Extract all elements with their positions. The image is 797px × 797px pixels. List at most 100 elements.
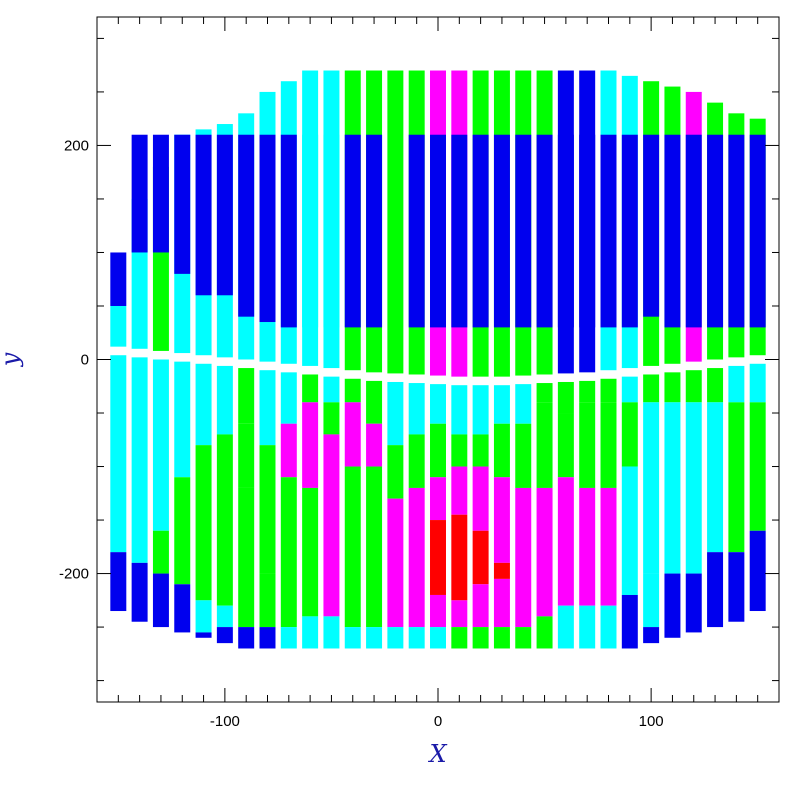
strip-segment-blue bbox=[238, 627, 255, 649]
strip-segment-red bbox=[493, 562, 510, 579]
strip-segment-cyan bbox=[302, 616, 319, 649]
strip-segment-green bbox=[238, 423, 255, 488]
strip-segment-magenta bbox=[430, 477, 446, 521]
strip-segment-cyan bbox=[472, 385, 489, 435]
strip-segment-blue bbox=[430, 134, 446, 328]
strip-segment-blue bbox=[664, 134, 681, 328]
strip-segment-cyan bbox=[174, 361, 191, 478]
strip-segment-magenta bbox=[280, 423, 297, 478]
strip-segment-blue bbox=[749, 530, 766, 612]
strip-segment-blue bbox=[259, 627, 276, 649]
strip-segment-cyan bbox=[387, 381, 404, 446]
strip-segment-magenta bbox=[344, 402, 361, 467]
strip-segment-magenta bbox=[536, 487, 553, 617]
strip-segment-green bbox=[536, 616, 553, 649]
strip-segment-green bbox=[493, 627, 510, 649]
strip-segment-cyan bbox=[366, 627, 383, 649]
strip-segment-cyan bbox=[579, 605, 596, 649]
strip-segment-green bbox=[323, 402, 340, 435]
strip-segment-magenta bbox=[472, 584, 489, 628]
strip-segment-cyan bbox=[621, 466, 638, 595]
strip-segment-magenta bbox=[408, 487, 425, 628]
strip-segment-cyan bbox=[323, 616, 340, 649]
strip-segment-blue bbox=[707, 134, 724, 328]
axis-tick-labels: -100 0 100 -200 0 200 bbox=[59, 137, 664, 730]
strip-segment-cyan bbox=[216, 365, 233, 435]
strip-segment-cyan bbox=[557, 605, 574, 649]
strip-segment-blue bbox=[728, 134, 745, 328]
strip-segment-blue bbox=[195, 134, 212, 296]
strip-segment-cyan bbox=[430, 627, 446, 649]
strip-segment-magenta bbox=[472, 466, 489, 531]
strip-segment-green bbox=[387, 70, 404, 374]
x-axis-label: X bbox=[427, 740, 447, 768]
strip-segment-magenta bbox=[579, 487, 596, 606]
strip-segment-blue bbox=[280, 134, 297, 328]
strip-segment-green bbox=[344, 378, 361, 403]
strip-segment-cyan bbox=[408, 383, 425, 435]
x-tick-label: 0 bbox=[434, 713, 442, 730]
strip-segment-blue bbox=[685, 573, 702, 633]
strip-segment-green bbox=[621, 402, 638, 467]
strip-segment-blue bbox=[408, 134, 425, 328]
strip-segment-cyan bbox=[302, 134, 319, 328]
strip-segment-green bbox=[600, 402, 617, 488]
y-tick-label: -200 bbox=[59, 566, 89, 583]
strip-segment-red bbox=[472, 530, 489, 585]
strip-segment-green bbox=[366, 380, 383, 424]
strip-segment-red bbox=[451, 514, 468, 601]
strip-segment-green bbox=[174, 477, 191, 585]
strip-segment-magenta bbox=[557, 477, 574, 606]
strip-segment-blue bbox=[515, 134, 532, 328]
strip-segment-cyan bbox=[430, 384, 446, 424]
strip-segment-green bbox=[366, 466, 383, 628]
strip-segment-blue bbox=[238, 134, 255, 317]
strip-segment-cyan bbox=[728, 365, 745, 403]
strip-segment-cyan bbox=[216, 605, 233, 628]
strip-segment-cyan bbox=[749, 363, 766, 403]
strip-segment-cyan bbox=[515, 384, 532, 424]
strip-segment-blue bbox=[621, 134, 638, 328]
strip-segment-cyan bbox=[110, 355, 127, 553]
strip-segment-cyan bbox=[280, 627, 297, 649]
strip-segment-blue bbox=[579, 134, 596, 328]
strip-segment-green bbox=[579, 402, 596, 488]
strip-segment-cyan bbox=[664, 402, 681, 574]
strip-segment-green bbox=[344, 466, 361, 628]
strip-segment-green bbox=[451, 434, 468, 467]
strip-segment-green bbox=[302, 374, 319, 403]
strip-segment-magenta bbox=[366, 423, 383, 467]
strip-segment-magenta bbox=[600, 487, 617, 606]
strip-segment-blue bbox=[493, 134, 510, 328]
x-tick-label: 100 bbox=[639, 713, 664, 730]
strip-segment-magenta bbox=[387, 498, 404, 628]
strip-segment-green bbox=[216, 434, 233, 606]
strip-segment-cyan bbox=[323, 134, 340, 328]
strip-segment-blue bbox=[707, 552, 724, 628]
strip-segment-blue bbox=[131, 134, 148, 253]
strip-segment-cyan bbox=[323, 376, 340, 403]
strip-segment-green bbox=[579, 380, 596, 403]
strip-segment-blue bbox=[536, 134, 553, 328]
strip-segment-cyan bbox=[195, 600, 212, 633]
strip-segment-cyan bbox=[621, 376, 638, 403]
strip-segment-blue bbox=[152, 573, 169, 628]
strip-segment-blue bbox=[557, 134, 574, 328]
strip-segment-magenta bbox=[515, 487, 532, 628]
strip-segment-cyan bbox=[280, 372, 297, 424]
strip-segment-cyan bbox=[259, 370, 276, 446]
strip-segment-green bbox=[302, 487, 319, 617]
strip-segment-green bbox=[643, 374, 660, 403]
strip-segment-cyan bbox=[152, 359, 169, 531]
strip-segment-cyan bbox=[707, 402, 724, 553]
y-tick-label: 200 bbox=[64, 137, 89, 154]
x-tick-label: -100 bbox=[210, 713, 240, 730]
strip-segment-green bbox=[259, 573, 276, 628]
strip-segment-green bbox=[238, 368, 255, 424]
strip-segment-cyan bbox=[387, 627, 404, 649]
strip-segment-blue bbox=[174, 134, 191, 274]
strip-segment-blue bbox=[195, 632, 212, 638]
strip-segment-green bbox=[387, 445, 404, 499]
axis-ticks bbox=[96, 17, 780, 702]
